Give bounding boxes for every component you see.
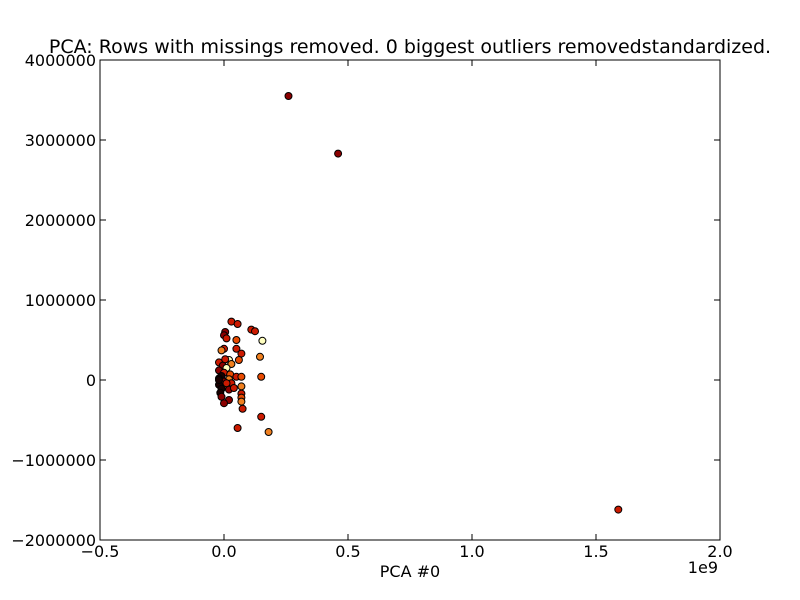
data-point (222, 379, 231, 388)
data-point (237, 372, 246, 381)
y-tick-label: −2000000 (11, 531, 96, 550)
data-point (614, 505, 623, 514)
data-point (257, 372, 266, 381)
y-tick-label: 1000000 (25, 291, 96, 310)
data-point (233, 320, 242, 328)
data-point (217, 346, 226, 355)
data-point (220, 399, 228, 408)
data-point (256, 352, 264, 361)
data-point (233, 424, 242, 432)
points-layer (215, 92, 623, 514)
data-point (251, 327, 259, 336)
x-tick-label: 2.0 (707, 542, 732, 561)
data-point (221, 355, 230, 364)
data-point (238, 404, 247, 413)
y-tick-label: 0 (86, 371, 96, 390)
data-point (334, 149, 343, 158)
x-tick-label: 0.5 (335, 542, 360, 561)
x-tick-label: 0.0 (211, 542, 236, 561)
ticks-layer: −0.5 0.0 0.5 1.0 1.5 2.0 −2000000 −1000000 0 1000… (11, 51, 732, 561)
chart-title: PCA: Rows with missings removed. 0 bigge… (48, 36, 772, 58)
x-tick-label: 1.0 (459, 542, 484, 561)
data-point (232, 344, 241, 353)
data-point (222, 334, 231, 343)
data-point (237, 382, 246, 391)
data-point (258, 336, 267, 345)
data-point (229, 384, 238, 392)
y-tick-label: 4000000 (25, 51, 96, 70)
y-tick-label: 2000000 (25, 211, 96, 230)
data-point (215, 376, 223, 384)
data-point (264, 428, 273, 436)
y-tick-label: 3000000 (25, 131, 96, 150)
plot-frame (99, 59, 721, 541)
y-tick-label: −1000000 (11, 451, 96, 470)
data-point (237, 397, 246, 406)
x-tick-label: −0.5 (81, 542, 120, 561)
data-point (234, 356, 243, 364)
data-point (284, 92, 293, 100)
x-axis-label: PCA #0 (379, 562, 441, 581)
x-axis-offset-label: 1e9 (687, 558, 718, 577)
x-tick-label: 1.5 (583, 542, 608, 561)
data-point (232, 336, 241, 344)
data-point (257, 412, 266, 421)
